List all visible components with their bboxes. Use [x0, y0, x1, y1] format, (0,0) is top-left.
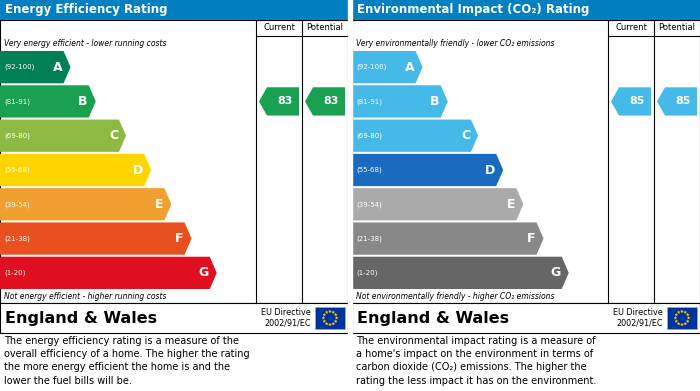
Polygon shape	[0, 257, 217, 289]
Text: Not energy efficient - higher running costs: Not energy efficient - higher running co…	[4, 292, 167, 301]
Polygon shape	[0, 154, 151, 186]
Polygon shape	[687, 316, 690, 319]
Text: (1-20): (1-20)	[356, 270, 377, 276]
Text: Current: Current	[615, 23, 647, 32]
Text: A: A	[53, 61, 62, 74]
Text: Potential: Potential	[307, 23, 344, 32]
Text: England & Wales: England & Wales	[5, 310, 157, 325]
Polygon shape	[680, 309, 684, 313]
Bar	[352, 0, 700, 20]
Polygon shape	[352, 222, 543, 255]
Text: (39-54): (39-54)	[356, 201, 382, 208]
Polygon shape	[352, 120, 478, 152]
Text: Energy Efficiency Rating: Energy Efficiency Rating	[5, 4, 167, 16]
Polygon shape	[352, 154, 503, 186]
Text: D: D	[133, 163, 144, 176]
Polygon shape	[352, 85, 448, 118]
Text: C: C	[461, 129, 470, 142]
Polygon shape	[683, 310, 687, 314]
Text: D: D	[485, 163, 495, 176]
Bar	[0, 303, 348, 333]
Polygon shape	[352, 188, 524, 221]
Polygon shape	[677, 310, 680, 314]
Text: G: G	[550, 266, 561, 279]
Text: (81-91): (81-91)	[4, 98, 30, 105]
Text: (21-38): (21-38)	[4, 235, 30, 242]
Polygon shape	[335, 316, 339, 319]
Bar	[352, 303, 700, 333]
Text: (39-54): (39-54)	[4, 201, 29, 208]
Text: A: A	[405, 61, 414, 74]
FancyBboxPatch shape	[315, 307, 345, 329]
Text: 85: 85	[629, 97, 645, 106]
Text: Not environmentally friendly - higher CO₂ emissions: Not environmentally friendly - higher CO…	[356, 292, 554, 301]
Polygon shape	[352, 257, 568, 289]
Polygon shape	[677, 322, 680, 325]
Text: (92-100): (92-100)	[4, 64, 34, 70]
Polygon shape	[674, 313, 678, 316]
Text: Environmental Impact (CO₂) Rating: Environmental Impact (CO₂) Rating	[357, 4, 589, 16]
Text: EU Directive
2002/91/EC: EU Directive 2002/91/EC	[261, 308, 311, 328]
Polygon shape	[334, 319, 337, 323]
Bar	[0, 0, 348, 20]
Text: E: E	[155, 198, 163, 211]
Text: The environmental impact rating is a measure of
a home's impact on the environme: The environmental impact rating is a mea…	[356, 336, 596, 386]
Text: England & Wales: England & Wales	[357, 310, 509, 325]
Polygon shape	[0, 51, 71, 83]
Text: Very environmentally friendly - lower CO₂ emissions: Very environmentally friendly - lower CO…	[356, 38, 554, 47]
FancyBboxPatch shape	[667, 307, 697, 329]
Text: Very energy efficient - lower running costs: Very energy efficient - lower running co…	[4, 38, 167, 47]
Bar	[352, 20, 700, 303]
Polygon shape	[328, 309, 332, 313]
Polygon shape	[0, 120, 126, 152]
Text: F: F	[175, 232, 183, 245]
Text: C: C	[109, 129, 118, 142]
Polygon shape	[323, 319, 326, 323]
Polygon shape	[611, 87, 651, 116]
Polygon shape	[334, 313, 337, 316]
Polygon shape	[259, 87, 299, 116]
Text: F: F	[527, 232, 536, 245]
Polygon shape	[0, 188, 172, 221]
Text: (55-68): (55-68)	[356, 167, 382, 173]
Polygon shape	[680, 323, 684, 326]
Polygon shape	[328, 323, 332, 326]
Text: 83: 83	[323, 97, 339, 106]
Polygon shape	[305, 87, 345, 116]
Text: E: E	[507, 198, 515, 211]
Text: B: B	[430, 95, 440, 108]
Text: G: G	[199, 266, 209, 279]
Text: (81-91): (81-91)	[356, 98, 382, 105]
Polygon shape	[323, 313, 326, 316]
Text: (55-68): (55-68)	[4, 167, 29, 173]
Text: Current: Current	[263, 23, 295, 32]
Polygon shape	[657, 87, 697, 116]
Text: (92-100): (92-100)	[356, 64, 386, 70]
Polygon shape	[0, 85, 96, 118]
Text: EU Directive
2002/91/EC: EU Directive 2002/91/EC	[613, 308, 663, 328]
Polygon shape	[321, 316, 326, 319]
Polygon shape	[331, 322, 335, 325]
Text: (69-80): (69-80)	[356, 133, 382, 139]
Text: (1-20): (1-20)	[4, 270, 25, 276]
Text: (69-80): (69-80)	[4, 133, 30, 139]
Polygon shape	[674, 319, 678, 323]
Polygon shape	[686, 319, 690, 323]
Polygon shape	[673, 316, 678, 319]
Text: 83: 83	[277, 97, 293, 106]
Polygon shape	[325, 310, 328, 314]
Text: B: B	[78, 95, 88, 108]
Polygon shape	[686, 313, 690, 316]
Text: Potential: Potential	[659, 23, 696, 32]
Polygon shape	[331, 310, 335, 314]
Polygon shape	[0, 222, 192, 255]
Text: (21-38): (21-38)	[356, 235, 382, 242]
Text: The energy efficiency rating is a measure of the
overall efficiency of a home. T: The energy efficiency rating is a measur…	[4, 336, 250, 386]
Polygon shape	[683, 322, 687, 325]
Bar	[0, 20, 348, 303]
Polygon shape	[352, 51, 423, 83]
Polygon shape	[325, 322, 328, 325]
Text: 85: 85	[676, 97, 691, 106]
